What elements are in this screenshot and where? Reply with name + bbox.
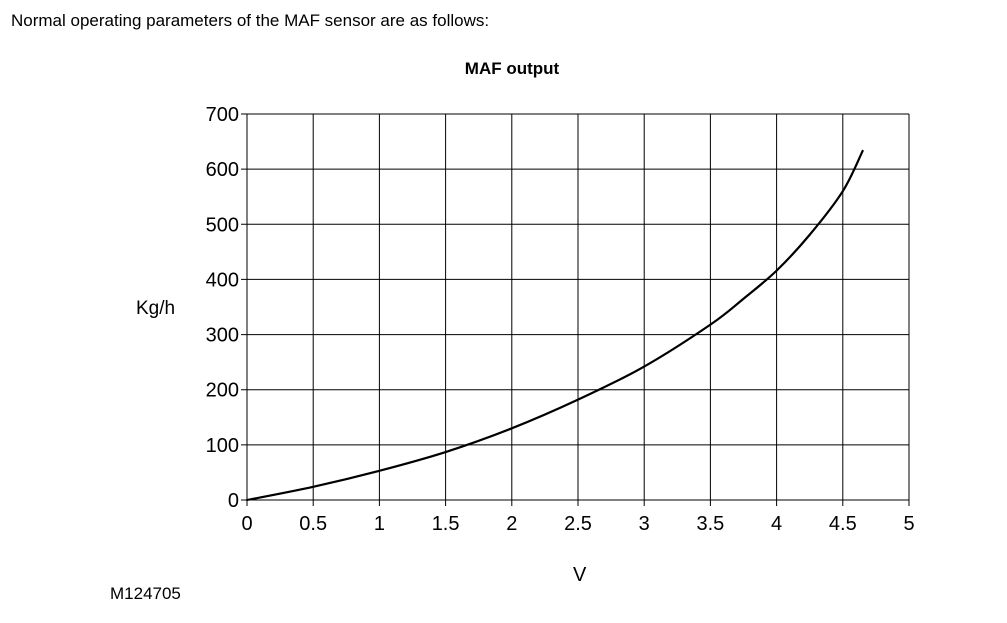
- x-tick-label: 5: [903, 513, 914, 535]
- intro-text: Normal operating parameters of the MAF s…: [11, 11, 490, 30]
- series-layer: [245, 149, 864, 502]
- x-tick-label: 3: [639, 513, 650, 535]
- x-axis-label: V: [573, 564, 587, 586]
- figure-id: M124705: [110, 584, 181, 603]
- y-tick-label: 700: [206, 104, 239, 126]
- x-tick-label: 3.5: [696, 513, 724, 535]
- series-line: [245, 149, 864, 502]
- x-tick-label: 0: [241, 513, 252, 535]
- y-tick-label: 500: [206, 214, 239, 236]
- x-tick-label: 4: [771, 513, 782, 535]
- y-tick-label: 400: [206, 269, 239, 291]
- grid-layer: [241, 113, 910, 506]
- x-tick-label: 4.5: [829, 513, 857, 535]
- tick-label-layer: 0 0.5 1 1.5 2 2.5 3 3.5 4 4.5 5 0 100 200 300 400 500 600…: [206, 104, 915, 535]
- chart-title: MAF output: [464, 59, 560, 78]
- y-tick-label: 200: [206, 380, 239, 402]
- y-tick-label: 300: [206, 325, 239, 347]
- y-axis-label: Kg/h: [136, 298, 176, 319]
- x-tick-label: 2.5: [564, 513, 592, 535]
- y-tick-label: 0: [228, 490, 239, 512]
- y-tick-label: 100: [206, 435, 239, 457]
- x-tick-label: 2: [506, 513, 517, 535]
- x-tick-label: 0.5: [299, 513, 327, 535]
- x-tick-label: 1: [374, 513, 385, 535]
- x-tick-label: 1.5: [432, 513, 460, 535]
- y-tick-label: 600: [206, 159, 239, 181]
